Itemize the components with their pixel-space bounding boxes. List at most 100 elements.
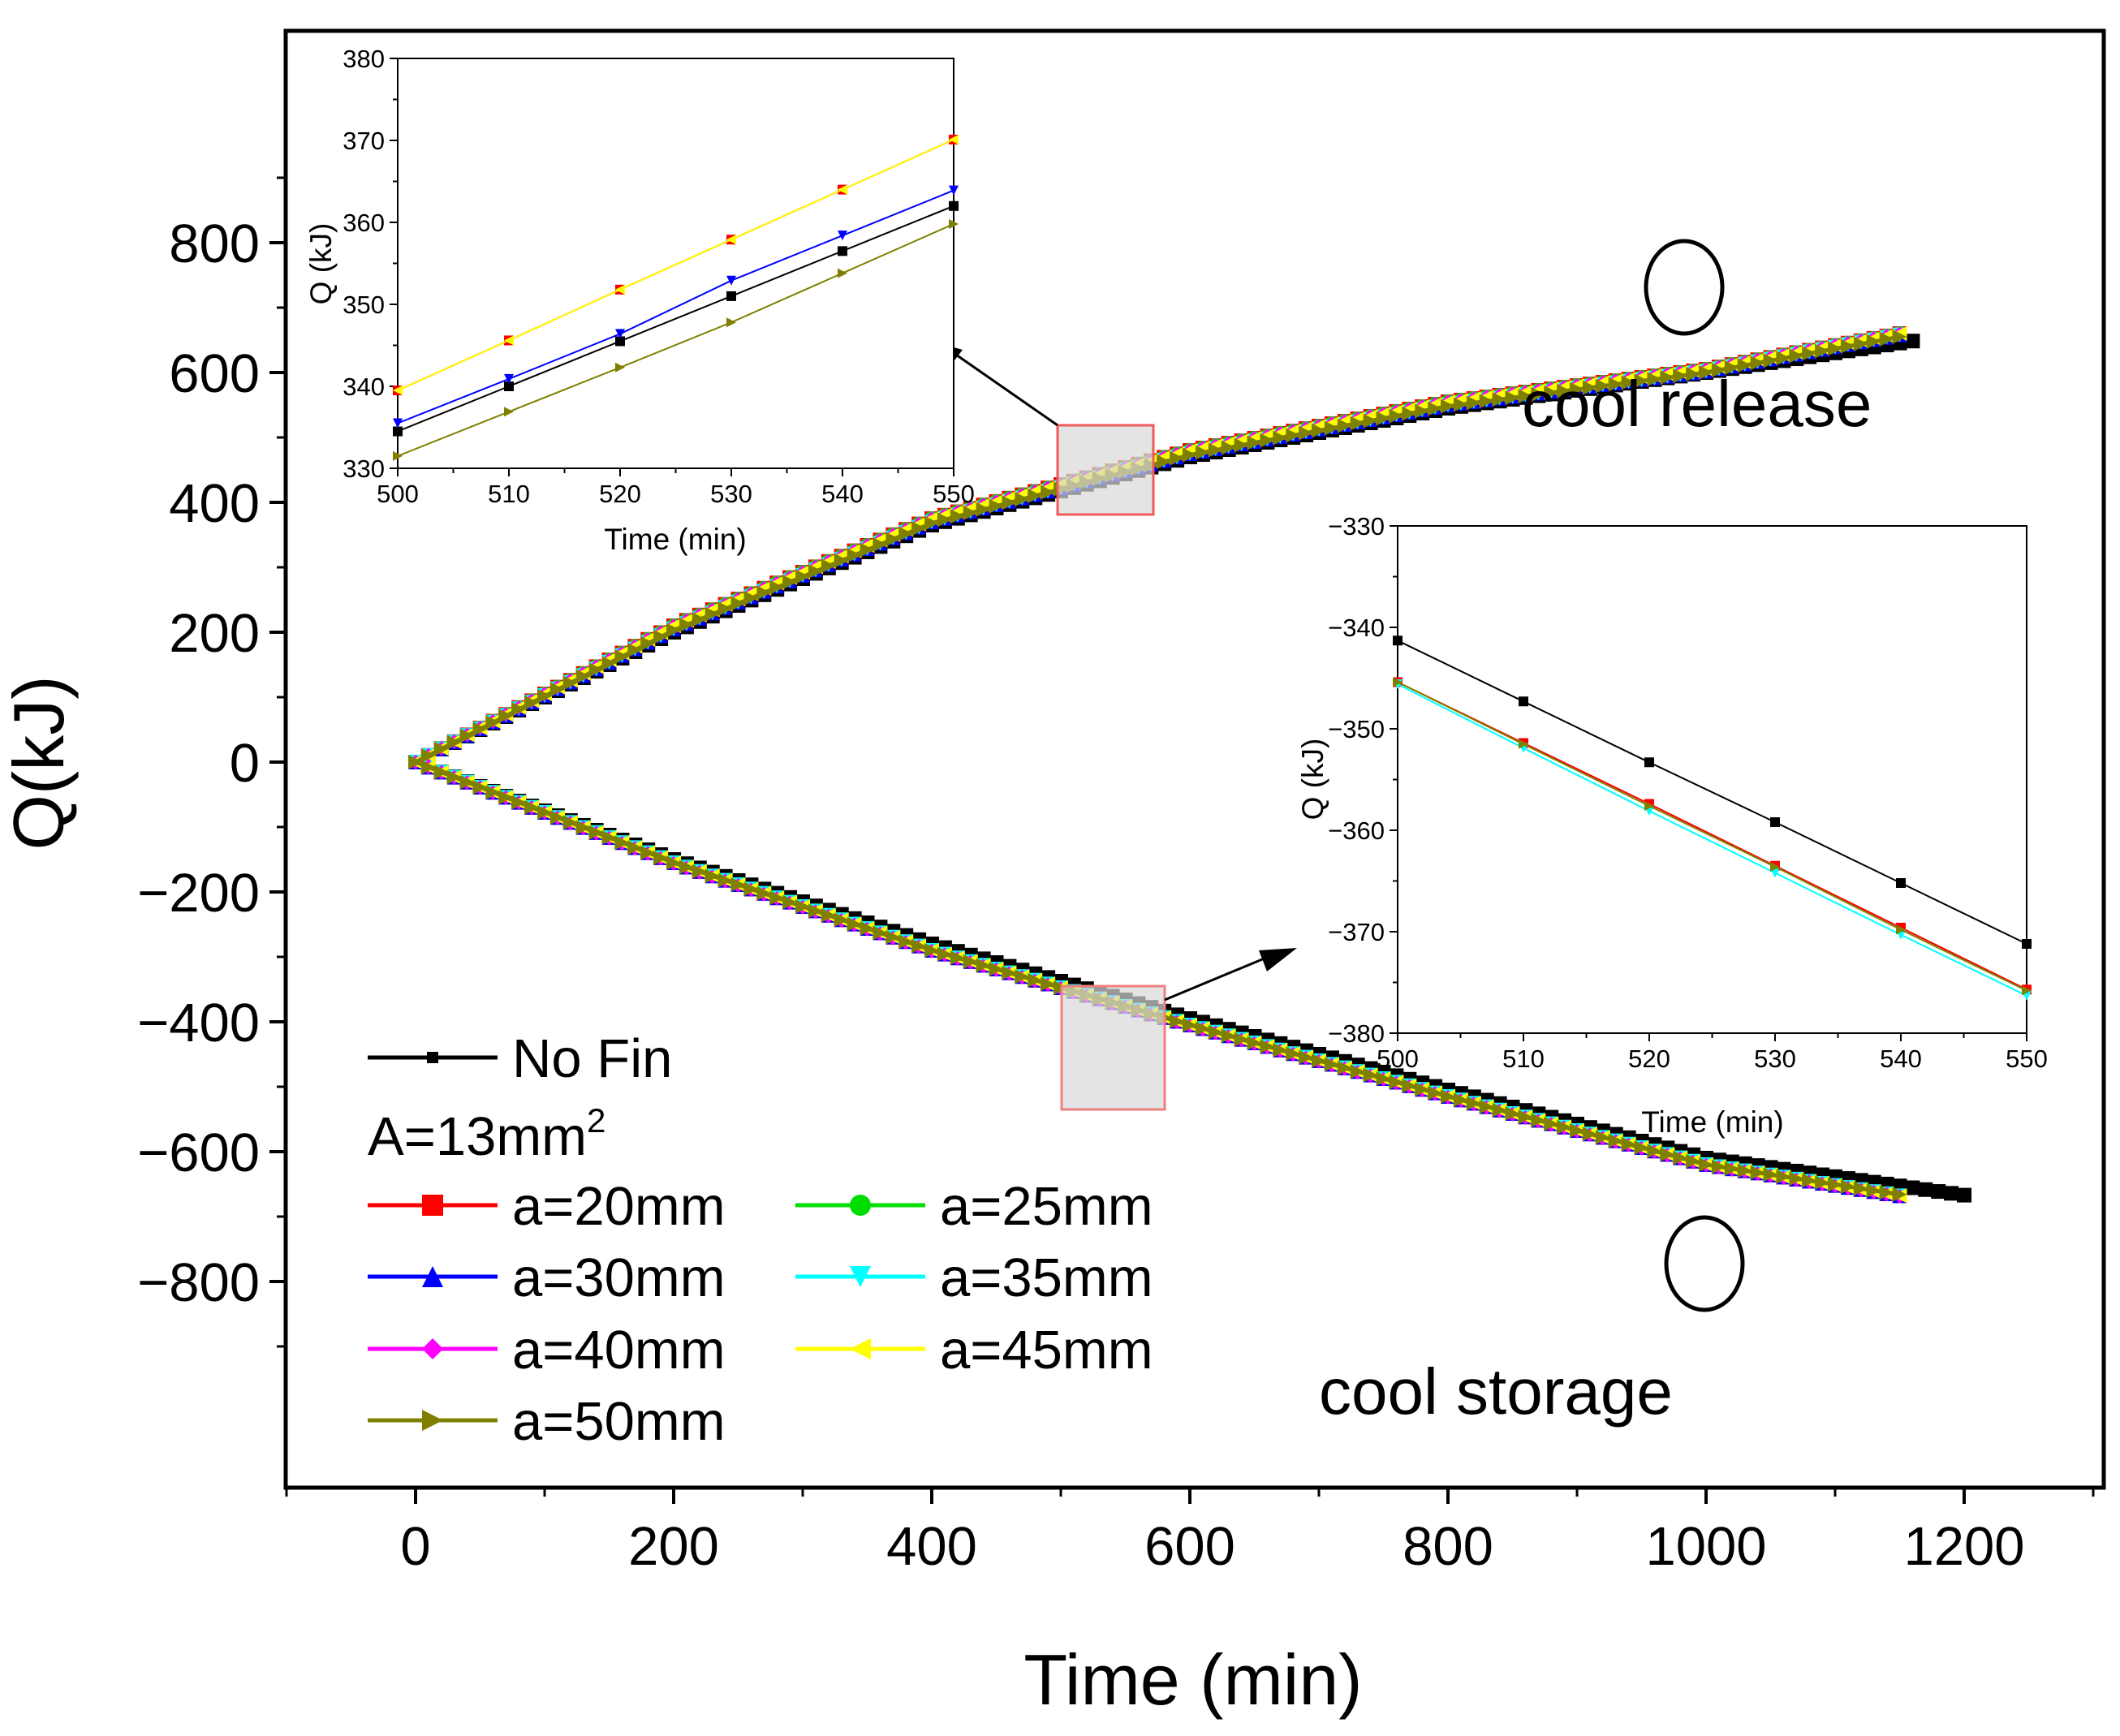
series-marker-a-50mm [472, 780, 488, 795]
series-marker-a-50mm [1479, 394, 1494, 409]
inset-series-marker-no-fin [2022, 939, 2032, 949]
series-marker-a-50mm [1531, 387, 1546, 403]
series-marker-a-50mm [1363, 1067, 1378, 1083]
inset-series-marker-no-fin [838, 246, 847, 256]
series-marker-a-50mm [1002, 965, 1017, 980]
series-marker-a-50mm [808, 903, 823, 919]
series-marker-a-50mm [705, 606, 720, 622]
inset-x-tick-label: 550 [2006, 1045, 2048, 1073]
series-marker-a-50mm [1208, 1024, 1223, 1040]
inset-x-tick-label: 510 [488, 480, 530, 508]
series-marker-a-50mm [1595, 1130, 1610, 1145]
series-marker-a-50mm [1183, 1018, 1197, 1032]
series-marker-a-50mm [847, 916, 862, 932]
series-marker-a-50mm [1041, 976, 1056, 992]
series-marker-a-50mm [1557, 383, 1572, 398]
series-marker-a-50mm [1441, 1089, 1455, 1104]
series-marker-a-50mm [911, 938, 927, 954]
series-marker-a-50mm [614, 835, 630, 851]
series-marker-a-50mm [1466, 1096, 1481, 1111]
inset-y-tick-label: −360 [1328, 816, 1385, 845]
inset-series-marker-a-30mm [838, 230, 847, 241]
inset-y-tick-label: −330 [1328, 512, 1385, 541]
series-marker-a-50mm [1815, 343, 1830, 359]
series-marker-a-50mm [1724, 360, 1739, 376]
x-tick-label: 400 [886, 1516, 977, 1577]
inset-y-tick-label: −380 [1328, 1019, 1385, 1048]
series-marker-a-50mm [1195, 445, 1210, 460]
series-marker-a-50mm [1453, 1092, 1468, 1108]
series-marker-a-50mm [1608, 377, 1623, 392]
series-marker-a-50mm [1415, 403, 1430, 419]
series-marker-a-50mm [1247, 1036, 1262, 1050]
legend-title-text: A=13mm [368, 1106, 587, 1167]
inset-series-marker-no-fin [615, 336, 625, 347]
series-marker-a-50mm [601, 656, 617, 671]
series-marker-a-50mm [1866, 1182, 1881, 1198]
legend-item-a-25mm: a=25mm [795, 1176, 1153, 1237]
series-marker-a-50mm [1647, 372, 1662, 387]
legend-item-a-50mm: a=50mm [368, 1391, 726, 1452]
legend-title: A=13mm2 [368, 1101, 605, 1167]
series-marker-a-50mm [898, 934, 914, 950]
series-marker-a-50mm [1892, 1187, 1907, 1202]
legend-title-superscript: 2 [587, 1101, 605, 1139]
x-tick-label: 600 [1144, 1516, 1235, 1577]
inset-y-tick-label: −370 [1328, 918, 1385, 946]
series-marker-a-50mm [1015, 969, 1030, 984]
series-marker-a-50mm [821, 907, 836, 923]
inset-series-marker-no-fin [726, 291, 736, 301]
y-tick-label: −600 [137, 1122, 260, 1183]
inset-lower-plot: 500 510 520 530 540 550 −330 −340 −350 −360 −370 −3… [1328, 512, 2048, 1073]
inset-series-line-a-50mm [1397, 681, 2027, 992]
legend-label: a=40mm [512, 1320, 726, 1381]
inset-series-marker-a-50mm [504, 407, 514, 417]
series-marker-a-50mm [1363, 413, 1378, 429]
series-marker-a-50mm [782, 575, 798, 590]
inset-series-marker-a-50mm [1519, 739, 1528, 749]
series-marker-a-50mm [1247, 435, 1262, 450]
series-marker-a-50mm [1660, 370, 1675, 386]
legend-marker [850, 1195, 871, 1216]
inset-series-marker-a-50mm [838, 268, 847, 278]
series-marker-a-50mm [1299, 425, 1314, 441]
series-marker-a-50mm [1828, 1177, 1842, 1192]
y-tick-label: −400 [137, 993, 260, 1053]
legend-marker [422, 1266, 443, 1287]
inset-series-line-a-50mm [397, 223, 954, 457]
series-marker-a-50mm [640, 845, 656, 860]
series-marker-a-50mm [1208, 442, 1223, 458]
y-tick-label: 600 [169, 343, 260, 404]
inset-series-marker-no-fin [393, 426, 403, 437]
series-marker-a-50mm [847, 548, 862, 563]
inset-series-marker-no-fin [949, 200, 959, 211]
y-tick-label: 0 [230, 733, 260, 794]
series-marker-a-50mm [937, 512, 952, 528]
legend-marker [422, 1338, 443, 1359]
series-marker-a-50mm [1518, 389, 1533, 404]
inset-series-marker-no-fin [1896, 878, 1906, 888]
inset-series-marker-a-45mm [726, 235, 736, 245]
inset-series-marker-no-fin [504, 381, 514, 391]
series-marker-a-50mm [1041, 485, 1056, 500]
x-tick-label: 200 [628, 1516, 719, 1577]
legend-marker [422, 1410, 443, 1431]
series-marker-a-50mm [1621, 1136, 1636, 1152]
inset-series-marker-a-50mm [615, 362, 625, 373]
series-marker-a-50mm [860, 542, 875, 558]
legend-label: a=35mm [940, 1247, 1153, 1308]
series-marker-a-50mm [1337, 418, 1352, 433]
series-marker-a-50mm [937, 946, 952, 962]
annotation-cool-storage: cool storage [1319, 1355, 1673, 1428]
series-marker-a-50mm [1389, 1075, 1404, 1090]
series-marker-a-50mm [446, 734, 462, 750]
series-marker-a-50mm [1324, 420, 1339, 436]
inset-series-marker-a-50mm [1896, 924, 1906, 935]
inset-series-marker-a-50mm [949, 219, 959, 230]
series-marker-a-50mm [730, 877, 746, 892]
series-marker-a-50mm [885, 929, 901, 945]
series-marker-a-50mm [1789, 348, 1804, 364]
series-marker-a-50mm [511, 795, 527, 810]
legend-marker [422, 1195, 443, 1216]
series-marker-a-50mm [1711, 363, 1726, 378]
